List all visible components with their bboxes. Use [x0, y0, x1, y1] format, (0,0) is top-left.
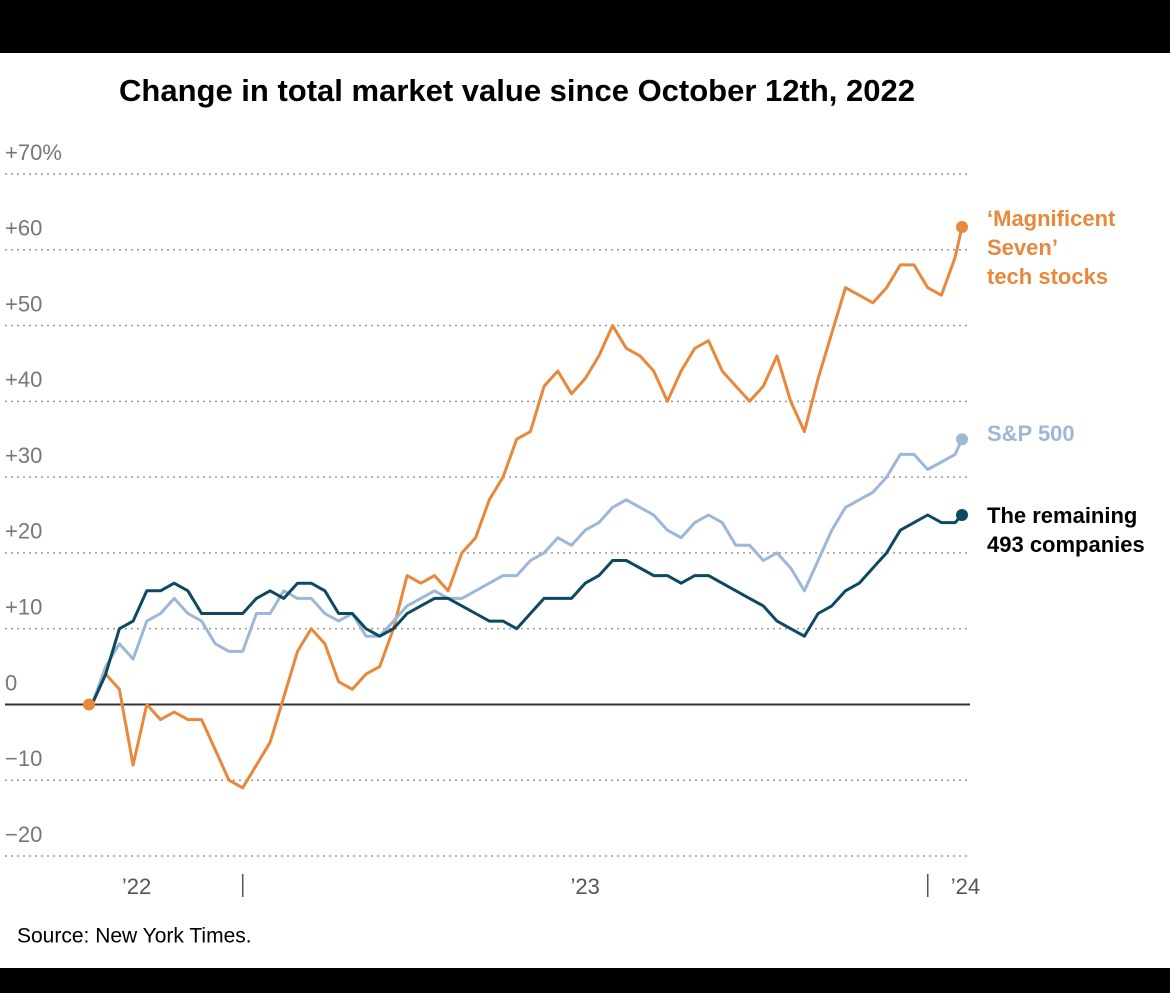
- y-tick-label: +40: [5, 367, 42, 392]
- series-line: [90, 513, 964, 706]
- y-tick-label: −10: [5, 746, 42, 771]
- y-tick-label: +30: [5, 443, 42, 468]
- end-dot: [956, 221, 968, 234]
- series-label: S&P 500: [987, 421, 1075, 446]
- series-line: [90, 438, 964, 705]
- y-tick-label: 0: [5, 670, 17, 695]
- series-label: ‘Magnificent Seven’ tech stocks: [987, 206, 1116, 289]
- y-tick-label: +50: [5, 291, 42, 316]
- top-bar: [0, 0, 1170, 53]
- x-tick-label: ’23: [571, 874, 600, 899]
- end-dot: [956, 509, 968, 521]
- chart-title: Change in total market value since Octob…: [119, 73, 915, 108]
- y-tick-label: +60: [5, 216, 42, 241]
- series-line: [90, 226, 964, 790]
- y-tick-label: −20: [5, 822, 42, 847]
- y-tick-label: +10: [5, 594, 42, 619]
- y-tick-label: +70%: [5, 140, 62, 165]
- x-tick-label: ’22: [122, 874, 151, 899]
- series-label: The remaining 493 companies: [987, 503, 1145, 557]
- x-tick-label: ’24: [951, 874, 980, 899]
- bottom-bar: [0, 968, 1170, 993]
- y-tick-label: +20: [5, 519, 42, 544]
- source: Source: New York Times.: [17, 925, 252, 948]
- end-dot: [956, 433, 968, 446]
- start-dot: [83, 698, 96, 711]
